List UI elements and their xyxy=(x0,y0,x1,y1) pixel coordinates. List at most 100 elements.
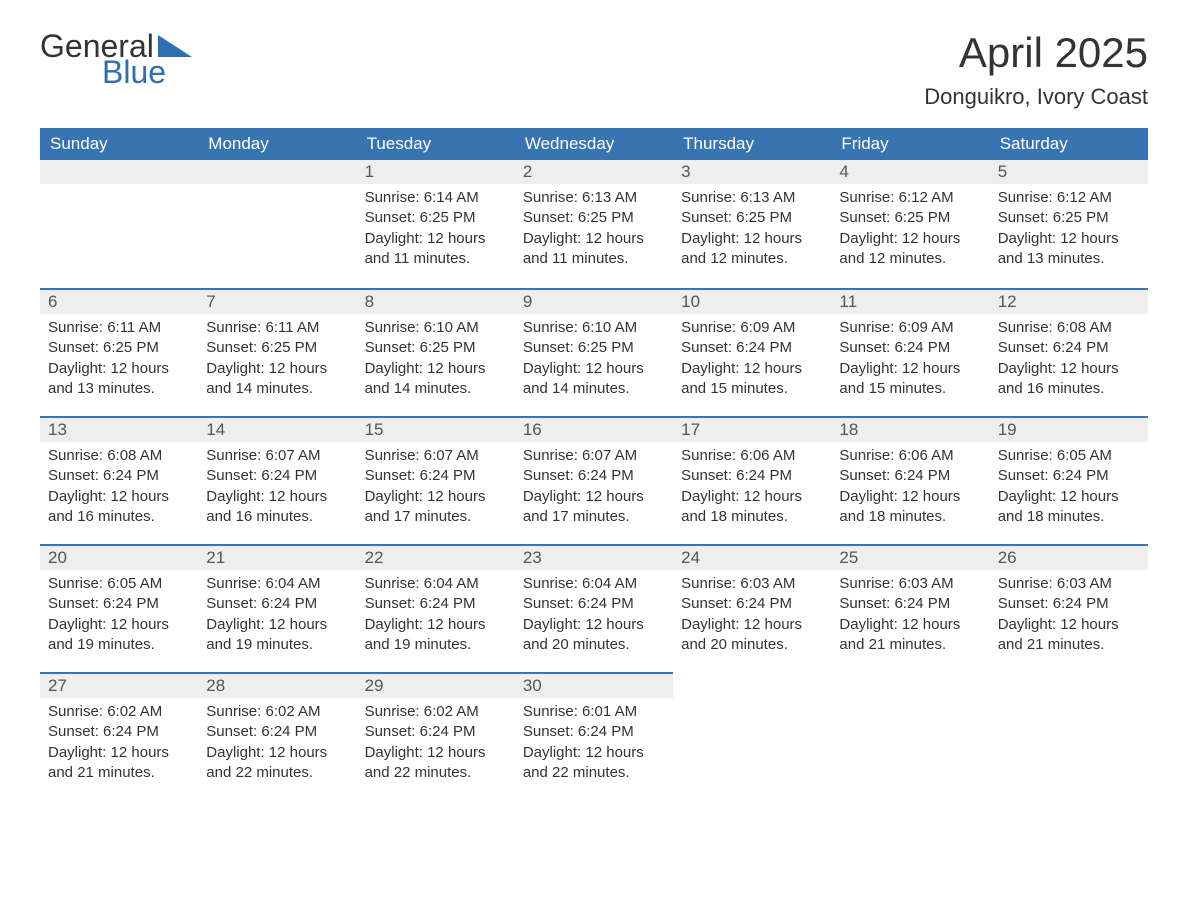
calendar-cell: 25Sunrise: 6:03 AMSunset: 6:24 PMDayligh… xyxy=(831,544,989,672)
calendar-cell: 20Sunrise: 6:05 AMSunset: 6:24 PMDayligh… xyxy=(40,544,198,672)
weekday-header: Sunday xyxy=(40,128,198,160)
sunset-text: Sunset: 6:24 PM xyxy=(523,722,665,742)
sunset-text: Sunset: 6:24 PM xyxy=(365,466,507,486)
sunset-text: Sunset: 6:24 PM xyxy=(523,466,665,486)
day-body: Sunrise: 6:03 AMSunset: 6:24 PMDaylight:… xyxy=(990,570,1148,665)
daylight-text: Daylight: 12 hours and 12 minutes. xyxy=(839,229,981,270)
day-number-band: 25 xyxy=(831,544,989,570)
day-body: Sunrise: 6:04 AMSunset: 6:24 PMDaylight:… xyxy=(357,570,515,665)
day-body: Sunrise: 6:02 AMSunset: 6:24 PMDaylight:… xyxy=(40,698,198,793)
calendar-cell: 23Sunrise: 6:04 AMSunset: 6:24 PMDayligh… xyxy=(515,544,673,672)
day-number-band: 23 xyxy=(515,544,673,570)
calendar-cell xyxy=(40,160,198,288)
daylight-text: Daylight: 12 hours and 21 minutes. xyxy=(839,615,981,656)
daylight-text: Daylight: 12 hours and 17 minutes. xyxy=(523,487,665,528)
calendar-cell xyxy=(673,672,831,800)
day-body: Sunrise: 6:08 AMSunset: 6:24 PMDaylight:… xyxy=(40,442,198,537)
day-number-band: 20 xyxy=(40,544,198,570)
calendar-cell xyxy=(990,672,1148,800)
day-number-band: 11 xyxy=(831,288,989,314)
sunrise-text: Sunrise: 6:10 AM xyxy=(365,318,507,338)
sunrise-text: Sunrise: 6:07 AM xyxy=(523,446,665,466)
calendar-week-row: 6Sunrise: 6:11 AMSunset: 6:25 PMDaylight… xyxy=(40,288,1148,416)
day-number-band: 5 xyxy=(990,160,1148,184)
day-number-band: 6 xyxy=(40,288,198,314)
sunset-text: Sunset: 6:24 PM xyxy=(998,594,1140,614)
sunset-text: Sunset: 6:24 PM xyxy=(839,466,981,486)
daylight-text: Daylight: 12 hours and 14 minutes. xyxy=(206,359,348,400)
weekday-header: Wednesday xyxy=(515,128,673,160)
header-row: General Blue April 2025 Donguikro, Ivory… xyxy=(40,30,1148,122)
daylight-text: Daylight: 12 hours and 18 minutes. xyxy=(681,487,823,528)
calendar-cell: 7Sunrise: 6:11 AMSunset: 6:25 PMDaylight… xyxy=(198,288,356,416)
daylight-text: Daylight: 12 hours and 18 minutes. xyxy=(998,487,1140,528)
calendar-cell: 29Sunrise: 6:02 AMSunset: 6:24 PMDayligh… xyxy=(357,672,515,800)
day-body: Sunrise: 6:09 AMSunset: 6:24 PMDaylight:… xyxy=(831,314,989,409)
calendar-cell: 17Sunrise: 6:06 AMSunset: 6:24 PMDayligh… xyxy=(673,416,831,544)
calendar-cell: 24Sunrise: 6:03 AMSunset: 6:24 PMDayligh… xyxy=(673,544,831,672)
day-body: Sunrise: 6:08 AMSunset: 6:24 PMDaylight:… xyxy=(990,314,1148,409)
day-body: Sunrise: 6:12 AMSunset: 6:25 PMDaylight:… xyxy=(990,184,1148,279)
calendar-cell: 6Sunrise: 6:11 AMSunset: 6:25 PMDaylight… xyxy=(40,288,198,416)
calendar-cell: 26Sunrise: 6:03 AMSunset: 6:24 PMDayligh… xyxy=(990,544,1148,672)
brand-text-blue: Blue xyxy=(102,56,192,88)
calendar-cell xyxy=(198,160,356,288)
weekday-header: Thursday xyxy=(673,128,831,160)
sunrise-text: Sunrise: 6:09 AM xyxy=(839,318,981,338)
weekday-header-row: SundayMondayTuesdayWednesdayThursdayFrid… xyxy=(40,128,1148,160)
day-number-band: 10 xyxy=(673,288,831,314)
daylight-text: Daylight: 12 hours and 16 minutes. xyxy=(48,487,190,528)
sunset-text: Sunset: 6:24 PM xyxy=(365,722,507,742)
sunrise-text: Sunrise: 6:12 AM xyxy=(839,188,981,208)
day-number-band: 7 xyxy=(198,288,356,314)
sunrise-text: Sunrise: 6:06 AM xyxy=(681,446,823,466)
sunset-text: Sunset: 6:24 PM xyxy=(681,338,823,358)
sunrise-text: Sunrise: 6:04 AM xyxy=(523,574,665,594)
sunrise-text: Sunrise: 6:04 AM xyxy=(206,574,348,594)
daylight-text: Daylight: 12 hours and 21 minutes. xyxy=(998,615,1140,656)
day-body: Sunrise: 6:02 AMSunset: 6:24 PMDaylight:… xyxy=(357,698,515,793)
calendar-cell: 30Sunrise: 6:01 AMSunset: 6:24 PMDayligh… xyxy=(515,672,673,800)
calendar-cell: 12Sunrise: 6:08 AMSunset: 6:24 PMDayligh… xyxy=(990,288,1148,416)
calendar-table: SundayMondayTuesdayWednesdayThursdayFrid… xyxy=(40,128,1148,800)
sunset-text: Sunset: 6:25 PM xyxy=(48,338,190,358)
calendar-cell: 14Sunrise: 6:07 AMSunset: 6:24 PMDayligh… xyxy=(198,416,356,544)
calendar-cell: 13Sunrise: 6:08 AMSunset: 6:24 PMDayligh… xyxy=(40,416,198,544)
day-body: Sunrise: 6:06 AMSunset: 6:24 PMDaylight:… xyxy=(831,442,989,537)
sunrise-text: Sunrise: 6:06 AM xyxy=(839,446,981,466)
day-number-band: 4 xyxy=(831,160,989,184)
day-number-band: 17 xyxy=(673,416,831,442)
daylight-text: Daylight: 12 hours and 13 minutes. xyxy=(998,229,1140,270)
daylight-text: Daylight: 12 hours and 20 minutes. xyxy=(681,615,823,656)
title-block: April 2025 Donguikro, Ivory Coast xyxy=(924,30,1148,122)
day-body: Sunrise: 6:13 AMSunset: 6:25 PMDaylight:… xyxy=(673,184,831,279)
day-number-band: 8 xyxy=(357,288,515,314)
sunrise-text: Sunrise: 6:11 AM xyxy=(48,318,190,338)
day-number-band: 2 xyxy=(515,160,673,184)
sunset-text: Sunset: 6:25 PM xyxy=(365,208,507,228)
daylight-text: Daylight: 12 hours and 22 minutes. xyxy=(206,743,348,784)
day-body: Sunrise: 6:11 AMSunset: 6:25 PMDaylight:… xyxy=(198,314,356,409)
day-body: Sunrise: 6:14 AMSunset: 6:25 PMDaylight:… xyxy=(357,184,515,279)
empty-day-band xyxy=(198,160,356,184)
location-text: Donguikro, Ivory Coast xyxy=(924,84,1148,110)
day-number-band: 26 xyxy=(990,544,1148,570)
day-body: Sunrise: 6:03 AMSunset: 6:24 PMDaylight:… xyxy=(673,570,831,665)
sunset-text: Sunset: 6:24 PM xyxy=(48,722,190,742)
weekday-header: Friday xyxy=(831,128,989,160)
sunset-text: Sunset: 6:25 PM xyxy=(365,338,507,358)
sunrise-text: Sunrise: 6:05 AM xyxy=(48,574,190,594)
sunset-text: Sunset: 6:24 PM xyxy=(839,594,981,614)
calendar-week-row: 27Sunrise: 6:02 AMSunset: 6:24 PMDayligh… xyxy=(40,672,1148,800)
day-body: Sunrise: 6:01 AMSunset: 6:24 PMDaylight:… xyxy=(515,698,673,793)
day-number-band: 22 xyxy=(357,544,515,570)
sunset-text: Sunset: 6:24 PM xyxy=(998,338,1140,358)
sunset-text: Sunset: 6:24 PM xyxy=(206,722,348,742)
month-title: April 2025 xyxy=(924,30,1148,76)
day-number-band: 9 xyxy=(515,288,673,314)
sunset-text: Sunset: 6:25 PM xyxy=(523,208,665,228)
sunrise-text: Sunrise: 6:12 AM xyxy=(998,188,1140,208)
day-body: Sunrise: 6:05 AMSunset: 6:24 PMDaylight:… xyxy=(40,570,198,665)
day-number-band: 19 xyxy=(990,416,1148,442)
sunrise-text: Sunrise: 6:07 AM xyxy=(365,446,507,466)
